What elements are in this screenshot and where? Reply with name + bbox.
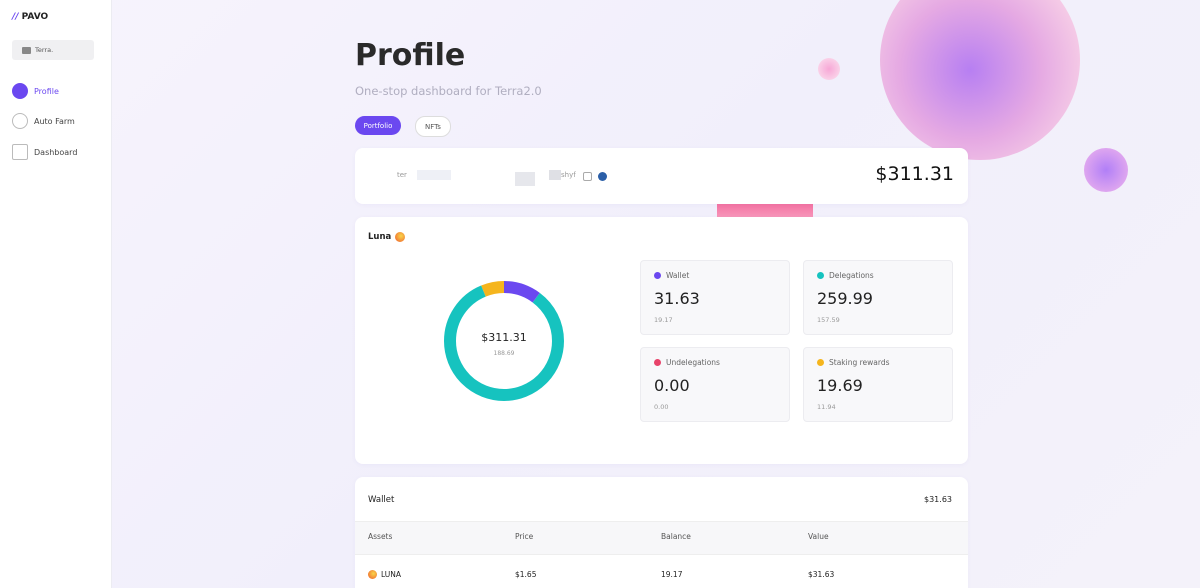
asset-icon (368, 570, 377, 579)
luna-icon (395, 232, 406, 242)
value-card: Wallet 31.63 19.17 (640, 260, 790, 335)
address-mask (515, 172, 535, 186)
card-label: Delegations (817, 271, 874, 280)
account-card: ter shyf $311.31 (355, 148, 968, 204)
account-total: $311.31 (875, 163, 954, 185)
decor-sphere (818, 58, 840, 80)
card-name: Undelegations (666, 358, 720, 367)
page-subtitle: One-stop dashboard for Terra2.0 (355, 84, 542, 98)
address-mask (549, 170, 561, 180)
card-sub: 0.00 (654, 403, 669, 411)
brand-name: PAVO (21, 12, 49, 22)
luna-header: Luna (368, 232, 406, 242)
brand: //PAVO (12, 12, 48, 22)
decor-sphere (880, 0, 1080, 160)
address-end: shyf (561, 171, 576, 179)
card-label: Staking rewards (817, 358, 890, 367)
column-header: Balance (661, 532, 691, 541)
copy-icon[interactable] (583, 172, 592, 181)
card-sub: 157.59 (817, 316, 840, 324)
address-start: ter (397, 171, 407, 179)
card-value: 259.99 (817, 289, 873, 308)
card-name: Staking rewards (829, 358, 890, 367)
tab[interactable]: Portfolio (355, 116, 401, 135)
donut-total: $311.31 (481, 331, 527, 344)
luna-title: Luna (368, 232, 392, 242)
card-label: Wallet (654, 271, 689, 280)
wallet-table: Wallet $31.63 Assets Price Balance Value LUN… (355, 477, 968, 588)
value-card: Delegations 259.99 157.59 (803, 260, 953, 335)
table-cell: $31.63 (808, 570, 835, 579)
card-value: 19.69 (817, 376, 863, 395)
explorer-icon[interactable] (598, 172, 607, 181)
card-value: 0.00 (654, 376, 690, 395)
brand-icon: // (12, 12, 19, 22)
donut-sub: 188.69 (494, 350, 515, 357)
nav-icon (12, 83, 28, 99)
nav-icon (12, 144, 28, 160)
table-total: $31.63 (924, 495, 952, 504)
address-mask (417, 170, 451, 180)
column-header: Assets (368, 532, 393, 541)
legend-dot (817, 272, 824, 279)
legend-dot (817, 359, 824, 366)
column-header: Price (515, 532, 534, 541)
wallet-icon (22, 46, 31, 54)
tab[interactable]: NFTs (415, 116, 451, 137)
donut-segment (444, 281, 564, 401)
table-cell: LUNA (381, 570, 402, 579)
luna-card: Luna $311.31 188.69 Wallet 31.63 19.17 Dele… (355, 217, 968, 464)
card-sub: 11.94 (817, 403, 836, 411)
value-card: Undelegations 0.00 0.00 (640, 347, 790, 422)
table-header (355, 521, 968, 555)
nav-icon (12, 113, 28, 129)
donut-segment (444, 281, 564, 401)
donut-chart: $311.31 188.69 (444, 281, 564, 401)
nav-label: Auto Farm (34, 116, 75, 126)
nav-item[interactable]: Dashboard (12, 143, 77, 161)
sidebar: //PAVO Terra. Profile Auto Farm Dashboar… (0, 0, 112, 588)
legend-dot (654, 359, 661, 366)
page-title: Profile (355, 38, 466, 73)
table-title: Wallet (368, 495, 395, 505)
nav-label: Dashboard (34, 147, 78, 157)
card-name: Delegations (829, 271, 874, 280)
table-cell: $1.65 (515, 570, 537, 579)
card-value: 31.63 (654, 289, 700, 308)
wallet-button[interactable]: Terra. (12, 40, 94, 60)
column-header: Value (808, 532, 829, 541)
wallet-address: Terra. (35, 46, 54, 54)
nav-item[interactable]: Profile (12, 82, 59, 100)
table-cell: 19.17 (661, 570, 683, 579)
value-card: Staking rewards 19.69 11.94 (803, 347, 953, 422)
nav-label: Profile (34, 86, 59, 96)
legend-dot (654, 272, 661, 279)
card-name: Wallet (666, 271, 690, 280)
decor-sphere (1084, 148, 1128, 192)
nav-item[interactable]: Auto Farm (12, 112, 75, 130)
card-label: Undelegations (654, 358, 720, 367)
card-sub: 19.17 (654, 316, 673, 324)
